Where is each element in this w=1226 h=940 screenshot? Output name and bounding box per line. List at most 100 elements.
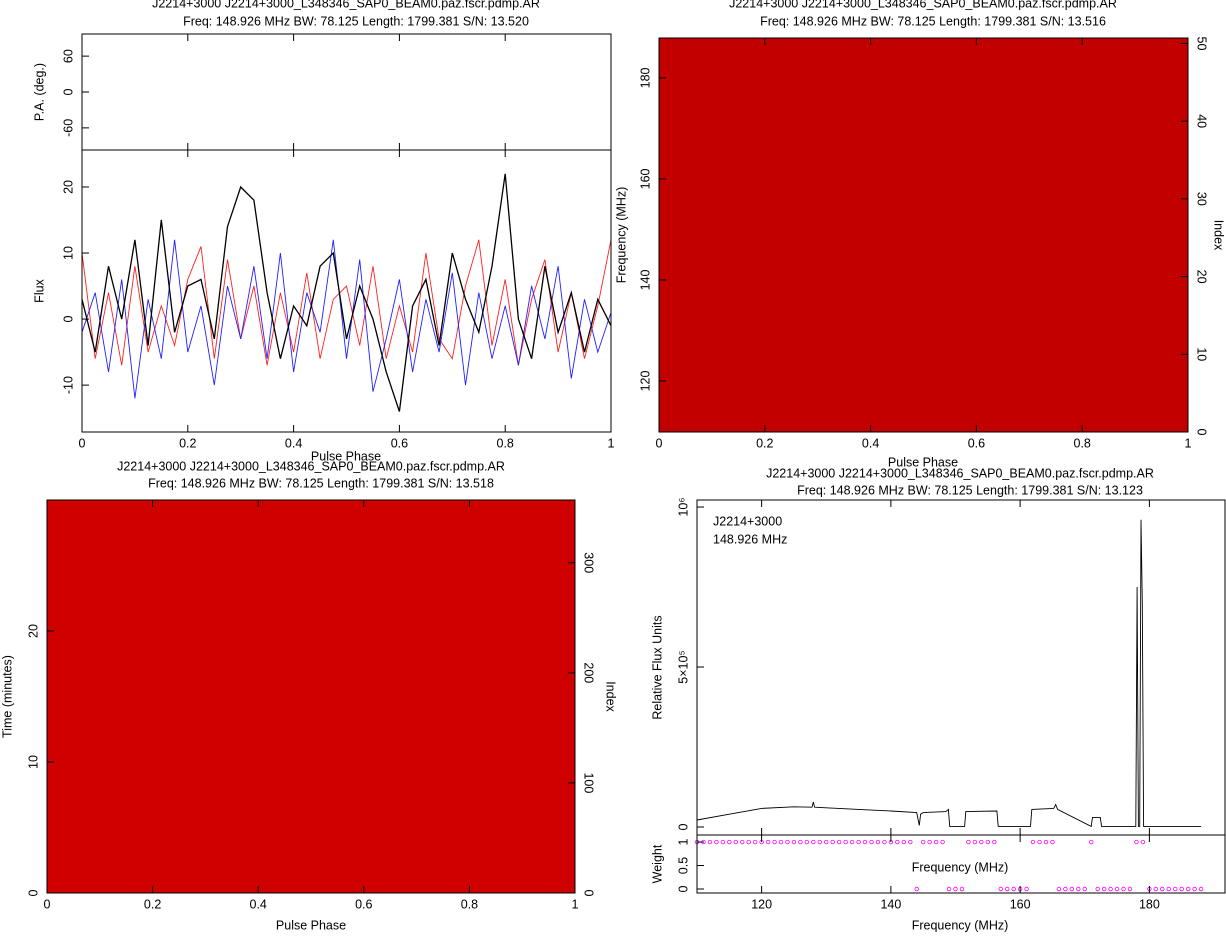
plot-frame xyxy=(46,499,576,894)
weight-point xyxy=(836,839,842,845)
y2-axis-label: Index xyxy=(604,681,618,712)
x-tick-label: 0 xyxy=(656,436,663,450)
x-tick-label: 0.6 xyxy=(391,436,408,450)
x-tick-label: 1 xyxy=(572,897,579,911)
chart-title: J2214+3000 J2214+3000_L348346_SAP0_BEAM0… xyxy=(152,0,540,10)
weight-point xyxy=(746,839,751,845)
weight-point xyxy=(1043,839,1049,845)
weight-point xyxy=(869,839,874,845)
weight-point xyxy=(765,839,771,845)
weight-point xyxy=(901,839,907,845)
weight-point xyxy=(1005,886,1010,892)
y-tick-label: -10 xyxy=(61,376,75,394)
weight-point xyxy=(1153,886,1159,892)
y-tick-label: 180 xyxy=(638,67,652,88)
weight-point xyxy=(908,839,913,845)
x-tick-label: 0.4 xyxy=(250,897,267,911)
y-axis-label: Weight xyxy=(650,844,664,883)
weight-point xyxy=(824,839,829,845)
weight-point xyxy=(882,839,887,845)
x-tick-label: 120 xyxy=(751,897,772,911)
weight-point xyxy=(785,839,790,845)
weight-point xyxy=(966,839,971,845)
x-tick-label: 140 xyxy=(880,897,901,911)
y-tick-label: 10⁶ xyxy=(676,498,690,517)
weight-point xyxy=(1127,886,1133,892)
legend-text: J2214+3000 xyxy=(713,514,782,528)
y-tick-label: 0 xyxy=(676,885,690,892)
weight-point xyxy=(740,839,745,845)
y-axis-label: Time (minutes) xyxy=(0,655,14,738)
weight-point xyxy=(920,839,926,845)
x-axis-label: Pulse Phase xyxy=(888,455,958,469)
weight-point xyxy=(1069,886,1075,892)
y-tick-label: 120 xyxy=(638,371,652,392)
chart-title: J2214+3000 J2214+3000_L348346_SAP0_BEAM0… xyxy=(729,0,1117,10)
chart-subtitle: Freq: 148.926 MHz BW: 78.125 Length: 179… xyxy=(797,483,1143,497)
weight-point xyxy=(856,839,861,845)
weight-point xyxy=(1011,886,1016,892)
plot-frame xyxy=(81,149,612,433)
y-tick-label: 0.5 xyxy=(676,857,690,874)
weight-point xyxy=(843,839,848,845)
x-tick-label: 0.4 xyxy=(862,436,879,450)
chart-subtitle: Freq: 148.926 MHz BW: 78.125 Length: 179… xyxy=(148,476,494,490)
weight-point xyxy=(998,886,1003,892)
y2-tick-label: 0 xyxy=(582,890,596,897)
weight-point xyxy=(1037,839,1042,845)
weight-point xyxy=(707,839,713,845)
weight-point xyxy=(1185,886,1191,892)
weight-point xyxy=(1050,839,1055,845)
heatmap-image xyxy=(659,38,1188,432)
x-axis-label: Pulse Phase xyxy=(276,918,346,932)
weight-point xyxy=(733,839,738,845)
x-axis-label: Frequency (MHz) xyxy=(912,918,1009,932)
weight-point xyxy=(914,886,919,892)
y-axis-label: Frequency (MHz) xyxy=(614,187,628,284)
weight-point xyxy=(1179,886,1184,892)
y-tick-label: 140 xyxy=(638,269,652,290)
weight-point xyxy=(1056,886,1062,892)
x-tick-label: 0.6 xyxy=(355,897,372,911)
y-tick-label: 10 xyxy=(26,755,40,769)
legend-text: 148.926 MHz xyxy=(713,532,787,546)
y-tick-label: 10 xyxy=(61,246,75,260)
x-tick-label: 0.8 xyxy=(1074,436,1091,450)
weight-point xyxy=(895,839,900,845)
weight-point xyxy=(727,839,732,845)
y-axis-label: Relative Flux Units xyxy=(650,615,664,719)
chart-subtitle: Freq: 148.926 MHz BW: 78.125 Length: 179… xyxy=(760,14,1106,28)
y-tick-label: -60 xyxy=(61,119,75,137)
x-tick-label: 160 xyxy=(1010,897,1031,911)
weight-point xyxy=(1076,886,1081,892)
weight-point xyxy=(720,839,726,845)
bandpass-line xyxy=(696,519,1202,828)
weight-panel-label: Frequency (MHz) xyxy=(912,860,1009,874)
y-tick-label: 5×10⁵ xyxy=(676,650,690,683)
weight-point xyxy=(798,839,803,845)
chart-title: J2214+3000 J2214+3000_L348346_SAP0_BEAM0… xyxy=(766,466,1154,480)
weight-point xyxy=(1173,886,1178,892)
weight-point xyxy=(778,839,784,845)
y2-tick-label: 200 xyxy=(582,662,596,683)
weight-point xyxy=(946,886,952,892)
y-tick-label: 0 xyxy=(26,889,40,896)
x-tick-label: 0 xyxy=(79,436,86,450)
weight-point xyxy=(1134,839,1139,845)
chart-title: J2214+3000 J2214+3000_L348346_SAP0_BEAM0… xyxy=(117,459,505,473)
weight-point xyxy=(830,839,835,845)
y2-tick-label: 300 xyxy=(582,552,596,573)
weight-point xyxy=(959,886,965,892)
weight-point xyxy=(772,839,777,845)
y2-axis-label: Index xyxy=(1212,220,1226,251)
y2-tick-label: 0 xyxy=(1195,429,1209,436)
weight-point xyxy=(985,839,991,845)
weight-point xyxy=(1063,886,1068,892)
y-axis-label: P.A. (deg.) xyxy=(32,63,46,121)
weight-point xyxy=(875,839,881,845)
y-tick-label: 0 xyxy=(61,316,75,323)
y-tick-label: 0 xyxy=(676,823,690,830)
y2-tick-label: 100 xyxy=(582,772,596,793)
profile-line xyxy=(81,239,612,366)
